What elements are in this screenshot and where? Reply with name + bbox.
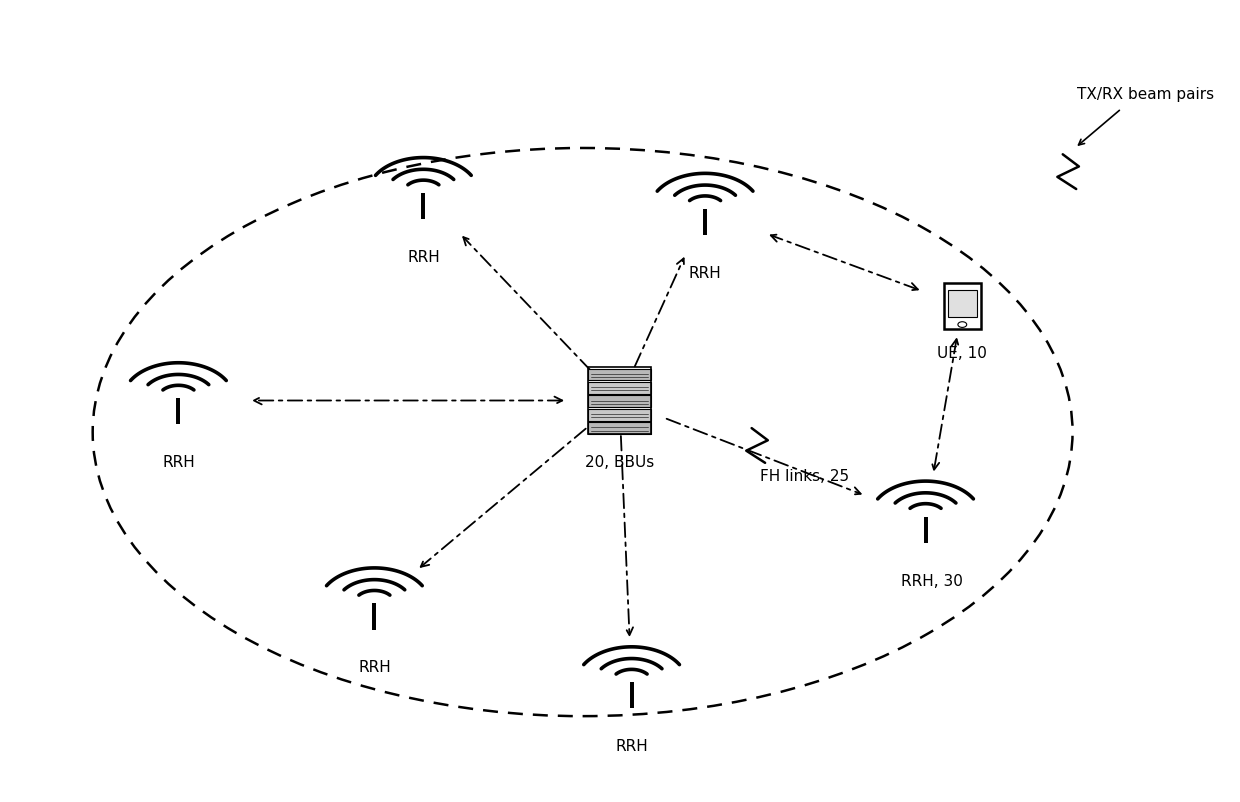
Text: RRH, 30: RRH, 30	[900, 573, 962, 588]
Bar	[588, 409, 651, 421]
Text: RRH: RRH	[688, 265, 722, 281]
Text: RRH: RRH	[615, 739, 649, 753]
Bar	[588, 367, 651, 435]
Text: FH links, 25: FH links, 25	[760, 468, 849, 483]
Bar	[944, 284, 981, 330]
Text: RRH: RRH	[358, 659, 391, 674]
Text: RRH: RRH	[407, 249, 440, 265]
Bar	[588, 383, 651, 395]
Bar	[947, 291, 977, 318]
Bar	[588, 369, 651, 381]
Text: TX/RX beam pairs: TX/RX beam pairs	[1078, 87, 1215, 102]
Bar	[588, 396, 651, 407]
Text: 20, BBUs: 20, BBUs	[585, 455, 653, 470]
Text: RRH: RRH	[162, 455, 195, 470]
Circle shape	[957, 322, 967, 328]
Bar	[588, 423, 651, 435]
Text: UE, 10: UE, 10	[937, 346, 987, 361]
